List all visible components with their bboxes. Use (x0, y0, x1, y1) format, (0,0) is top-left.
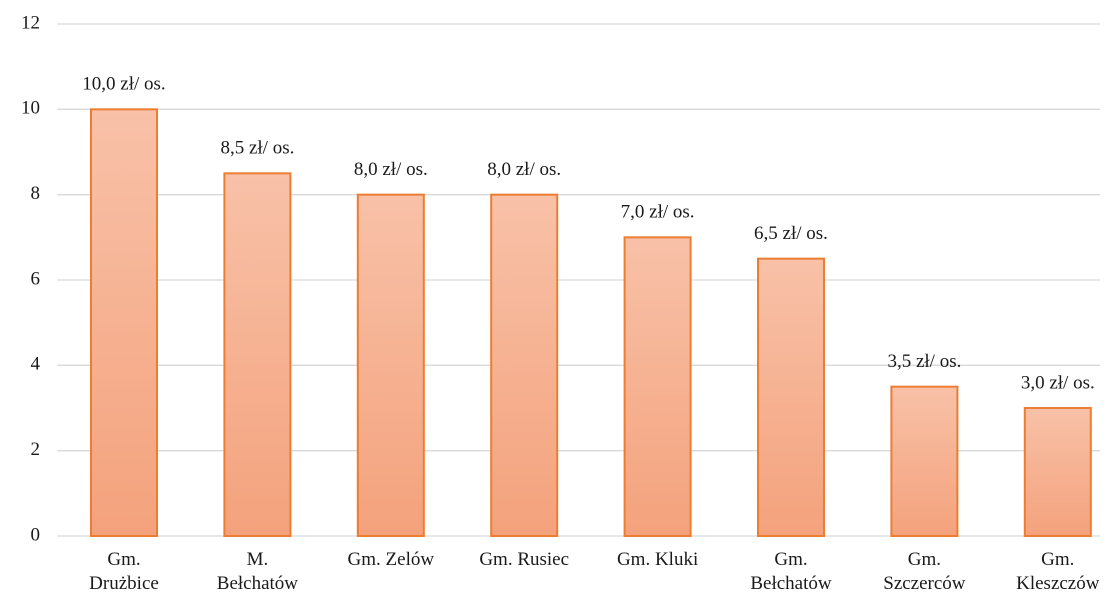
x-tick-label: Gm. Rusiec (479, 549, 570, 570)
x-tick-label: M. Bełchatów (216, 549, 299, 594)
y-tick-label: 6 (31, 268, 41, 289)
data-label: 8,0 zł/ os. (354, 159, 428, 180)
y-tick-label: 4 (31, 354, 41, 375)
data-label: 8,5 zł/ os. (220, 138, 294, 159)
data-label: 10,0 zł/ os. (82, 74, 165, 95)
bar (356, 193, 425, 538)
bar (223, 172, 292, 537)
y-tick-label: 2 (31, 439, 41, 460)
bar (490, 193, 559, 538)
data-label: 7,0 zł/ os. (621, 202, 695, 223)
data-label: 3,0 zł/ os. (1021, 372, 1095, 393)
bar (623, 236, 692, 537)
y-tick-label: 0 (31, 524, 41, 545)
x-tick-label: Gm. Kleszczów (1016, 549, 1100, 594)
bar (1023, 407, 1092, 537)
data-label: 8,0 zł/ os. (487, 159, 561, 180)
y-tick-label: 12 (21, 12, 40, 33)
x-tick-label: Gm. Szczerców (883, 549, 966, 594)
x-tick-label: Gm. Zelów (347, 549, 435, 570)
x-tick-label: Gm. Drużbice (89, 549, 159, 594)
x-tick-label: Gm. Bełchatów (750, 549, 832, 594)
data-label: 6,5 zł/ os. (754, 223, 828, 244)
bar (757, 257, 825, 537)
bar (90, 108, 158, 537)
x-tick-label: Gm. Kluki (616, 549, 699, 570)
y-tick-label: 8 (31, 183, 41, 204)
data-label: 3,5 zł/ os. (887, 351, 961, 372)
y-tick-label: 10 (21, 98, 40, 119)
bar (890, 385, 959, 537)
